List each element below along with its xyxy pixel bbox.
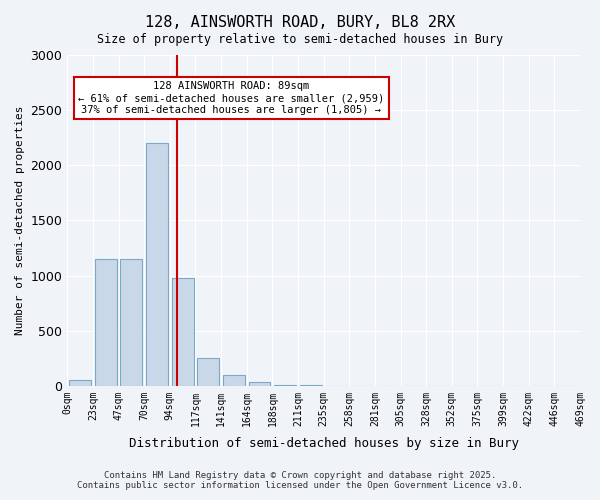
Y-axis label: Number of semi-detached properties: Number of semi-detached properties [15,106,25,335]
Bar [300,385,322,386]
Bar [121,259,142,386]
Bar [69,380,91,386]
Text: Contains HM Land Registry data © Crown copyright and database right 2025.
Contai: Contains HM Land Registry data © Crown c… [77,470,523,490]
Bar [274,384,296,386]
Bar [223,375,245,386]
Bar [172,278,194,386]
Bar [146,143,168,386]
Bar [248,382,271,386]
Bar [95,259,116,386]
Text: 128 AINSWORTH ROAD: 89sqm
← 61% of semi-detached houses are smaller (2,959)
37% : 128 AINSWORTH ROAD: 89sqm ← 61% of semi-… [78,82,385,114]
Text: Size of property relative to semi-detached houses in Bury: Size of property relative to semi-detach… [97,32,503,46]
Text: 128, AINSWORTH ROAD, BURY, BL8 2RX: 128, AINSWORTH ROAD, BURY, BL8 2RX [145,15,455,30]
Bar [197,358,219,386]
X-axis label: Distribution of semi-detached houses by size in Bury: Distribution of semi-detached houses by … [128,437,518,450]
